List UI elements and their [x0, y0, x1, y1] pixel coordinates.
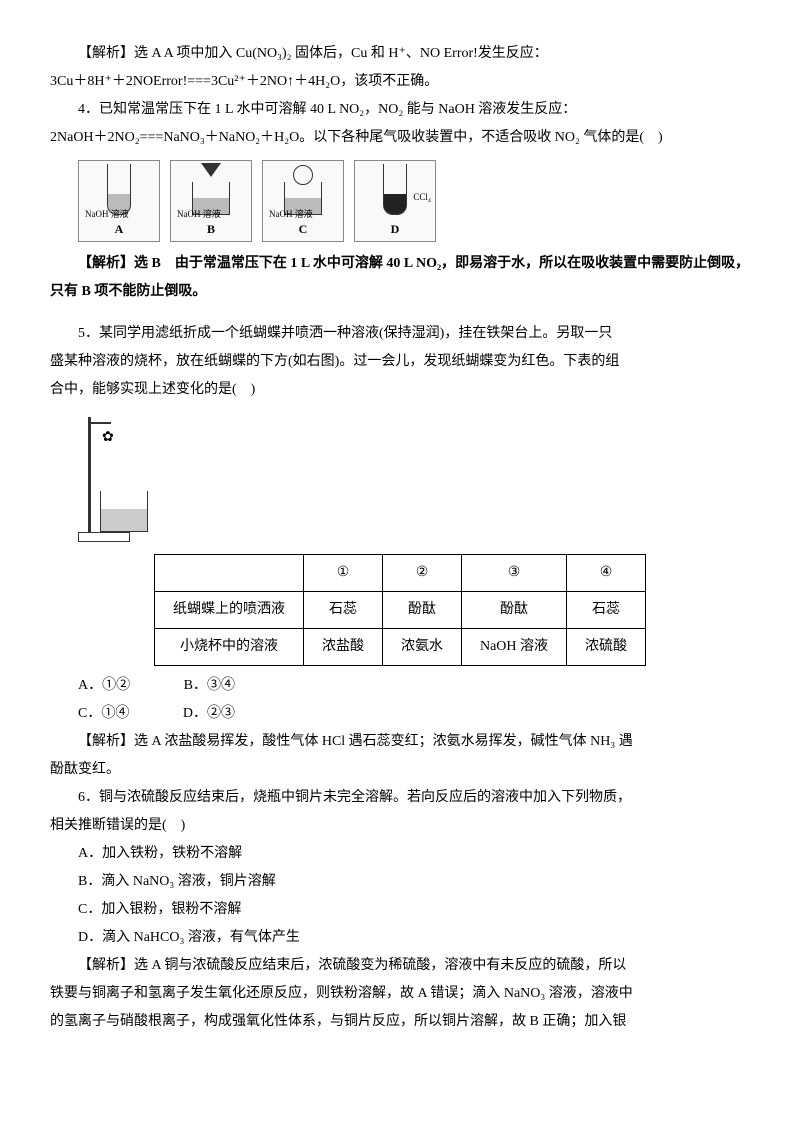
q5-line3: 合中，能够实现上述变化的是( )	[50, 376, 750, 404]
q5-diagram: ✿	[78, 412, 178, 542]
q6-stem-2: 相关推断错误的是( )	[50, 812, 750, 840]
device-b: NaOH 溶液 B	[170, 160, 252, 242]
row1-c3: 酚酞	[461, 592, 566, 629]
q6-opt-d: D．滴入 NaHCO₃ 溶液，有气体产生	[50, 924, 750, 952]
device-c: NaOH 溶液 C	[262, 160, 344, 242]
q5-opt-c: C．①④	[78, 700, 129, 728]
q5-opt-a: A．①②	[78, 672, 130, 700]
q5-analysis-1: 【解析】选 A 浓盐酸易挥发，酸性气体 HCl 遇石蕊变红；浓氨水易挥发，碱性气…	[50, 728, 750, 756]
device-a-solution: NaOH 溶液	[85, 205, 129, 223]
q6-analysis-1: 【解析】选 A 铜与浓硫酸反应结束后，浓硫酸变为稀硫酸，溶液中有未反应的硫酸，所…	[50, 952, 750, 980]
th-2: ②	[382, 555, 461, 592]
device-c-solution: NaOH 溶液	[269, 205, 313, 223]
q5-options-row2: C．①④ D．②③	[78, 700, 750, 728]
q5-options-row1: A．①② B．③④	[78, 672, 750, 700]
q5-opt-b: B．③④	[184, 672, 235, 700]
q6-analysis-2: 铁要与铜离子和氢离子发生氧化还原反应，则铁粉溶解，故 A 错误；滴入 NaNO₃…	[50, 980, 750, 1008]
th-blank	[154, 555, 303, 592]
q6-opt-a: A．加入铁粉，铁粉不溶解	[50, 840, 750, 868]
q5-table: ① ② ③ ④ 纸蝴蝶上的喷洒液 石蕊 酚酞 酚酞 石蕊 小烧杯中的溶液 浓盐酸…	[154, 554, 646, 666]
q6-stem-1: 6．铜与浓硫酸反应结束后，烧瓶中铜片未完全溶解。若向反应后的溶液中加入下列物质，	[50, 784, 750, 812]
th-1: ①	[303, 555, 382, 592]
row1-label: 纸蝴蝶上的喷洒液	[154, 592, 303, 629]
th-3: ③	[461, 555, 566, 592]
device-b-solution: NaOH 溶液	[177, 205, 221, 223]
q5-line1: 5．某同学用滤纸折成一个纸蝴蝶并喷洒一种溶液(保持湿润)，挂在铁架台上。另取一只	[50, 320, 750, 348]
q4-stem: 4．已知常温常压下在 1 L 水中可溶解 40 L NO₂，NO₂ 能与 NaO…	[50, 96, 750, 124]
device-a: NaOH 溶液 A	[78, 160, 160, 242]
row2-label: 小烧杯中的溶液	[154, 629, 303, 666]
q5-analysis-2: 酚酞变红。	[50, 756, 750, 784]
row1-c1: 石蕊	[303, 592, 382, 629]
table-header-row: ① ② ③ ④	[154, 555, 645, 592]
device-d-solution: CCl₄	[413, 188, 431, 206]
row1-c4: 石蕊	[567, 592, 646, 629]
row2-c1: 浓盐酸	[303, 629, 382, 666]
butterfly-icon: ✿	[102, 424, 114, 452]
row2-c2: 浓氨水	[382, 629, 461, 666]
row2-c3: NaOH 溶液	[461, 629, 566, 666]
table-row: 小烧杯中的溶液 浓盐酸 浓氨水 NaOH 溶液 浓硫酸	[154, 629, 645, 666]
q4-equation: 2NaOH＋2NO₂===NaNO₃＋NaNO₂＋H₂O。以下各种尾气吸收装置中…	[50, 124, 750, 152]
spacer	[50, 306, 750, 320]
th-4: ④	[567, 555, 646, 592]
q3-equation: 3Cu＋8H⁺＋2NOError!===3Cu²⁺＋2NO↑＋4H₂O，该项不正…	[50, 68, 750, 96]
q6-analysis-3: 的氢离子与硝酸根离子，构成强氧化性体系，与铜片反应，所以铜片溶解，故 B 正确；…	[50, 1008, 750, 1036]
q4-diagram: NaOH 溶液 A NaOH 溶液 B NaOH 溶液 C CCl₄ D	[78, 160, 750, 242]
q6-opt-c: C．加入银粉，银粉不溶解	[50, 896, 750, 924]
table-row: 纸蝴蝶上的喷洒液 石蕊 酚酞 酚酞 石蕊	[154, 592, 645, 629]
q6-opt-b: B．滴入 NaNO₃ 溶液，铜片溶解	[50, 868, 750, 896]
q5-line2: 盛某种溶液的烧杯，放在纸蝴蝶的下方(如右图)。过一会儿，发现纸蝴蝶变为红色。下表…	[50, 348, 750, 376]
q5-opt-d: D．②③	[183, 700, 235, 728]
device-d-label: D	[391, 217, 400, 241]
device-d: CCl₄ D	[354, 160, 436, 242]
row2-c4: 浓硫酸	[567, 629, 646, 666]
q4-analysis: 【解析】选 B 由于常温常压下在 1 L 水中可溶解 40 L NO₂，即易溶于…	[50, 250, 750, 306]
q3-analysis: 【解析】选 A A 项中加入 Cu(NO₃)₂ 固体后，Cu 和 H⁺、NO E…	[50, 40, 750, 68]
row1-c2: 酚酞	[382, 592, 461, 629]
